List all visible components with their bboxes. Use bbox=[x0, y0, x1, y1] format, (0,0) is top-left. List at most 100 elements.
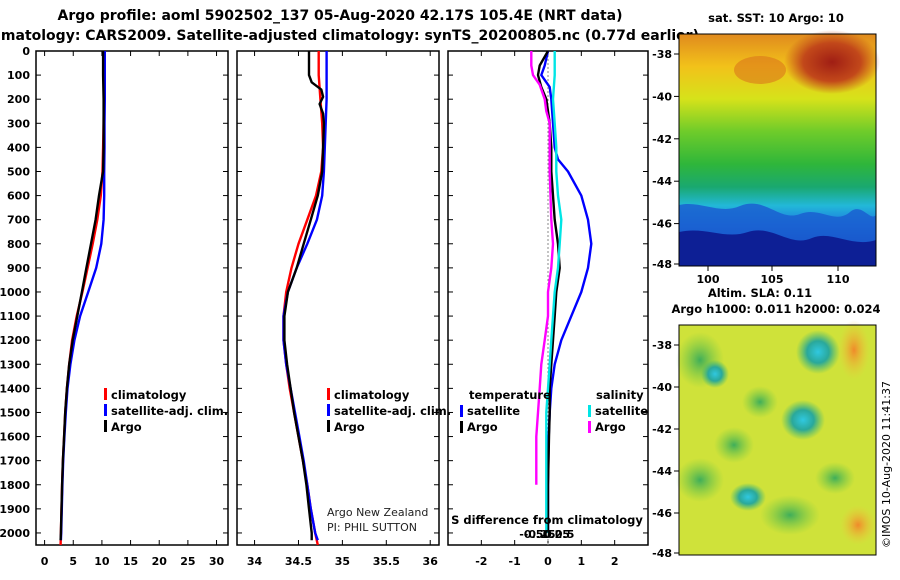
sst-map: sat. SST: 10 Argo: 10 -38 -40 -42 -44 -46 -48… bbox=[652, 11, 880, 286]
depth-tick-label: 1200 bbox=[0, 334, 30, 347]
sst-map-frame bbox=[678, 33, 877, 267]
salinity-legend: climatology satellite-adj. clim. Argo bbox=[327, 388, 451, 434]
sla-map-frame bbox=[678, 324, 877, 556]
difference-legend: temperature salinity satellite Argo sate… bbox=[460, 388, 648, 434]
legend-header-temperature: temperature bbox=[469, 388, 551, 402]
x-tick-label: 2 bbox=[611, 555, 619, 568]
legend-label-sal-argo: Argo bbox=[595, 420, 626, 434]
x-tick-label: 1 bbox=[578, 555, 586, 568]
legend-swatch-climatology bbox=[104, 388, 107, 400]
legend-swatch-climatology bbox=[327, 388, 330, 400]
series-line-climatology bbox=[59, 51, 106, 545]
depth-tick-label: 300 bbox=[7, 117, 30, 130]
x-tick-label: 30 bbox=[209, 555, 225, 568]
x-tick-label: 0 bbox=[41, 555, 49, 568]
x-tick-label: 35 bbox=[335, 555, 350, 568]
salinity-diff-tick-label: -0.25 bbox=[524, 528, 556, 541]
legend-swatch-sal-satellite bbox=[588, 405, 591, 417]
title-line-1: Argo profile: aoml 5902502_137 05-Aug-20… bbox=[58, 8, 623, 24]
depth-tick-label: 800 bbox=[7, 238, 30, 251]
sla-map-title-2: Argo h1000: 0.011 h2000: 0.024 bbox=[671, 302, 880, 316]
sst-warm-patch bbox=[734, 56, 786, 84]
depth-tick-label: 700 bbox=[7, 214, 30, 227]
lat-tick-label: -44 bbox=[652, 465, 672, 478]
lat-tick-label: -46 bbox=[652, 218, 672, 231]
lon-tick-label: 110 bbox=[827, 273, 850, 286]
legend-swatch-sal-argo bbox=[588, 421, 591, 433]
temperature-legend: climatology satellite-adj. clim. Argo bbox=[104, 388, 228, 434]
x-tick-label: -1 bbox=[509, 555, 521, 568]
legend-swatch-argo bbox=[104, 420, 107, 432]
series-line-satellite-adj-clim- bbox=[59, 51, 107, 541]
series-line-argo bbox=[59, 51, 105, 541]
sla-eddy bbox=[838, 320, 870, 380]
depth-tick-label: 200 bbox=[7, 93, 30, 106]
depth-tick-label: 400 bbox=[7, 141, 30, 154]
credit-pi: PI: PHIL SUTTON bbox=[327, 521, 417, 534]
depth-tick-label: 100 bbox=[7, 69, 30, 82]
legend-swatch-argo bbox=[327, 420, 330, 432]
depth-tick-label: 1600 bbox=[0, 431, 30, 444]
depth-tick-label: 500 bbox=[7, 165, 30, 178]
series-line-salinity-satellite bbox=[545, 51, 563, 533]
depth-tick-label: 900 bbox=[7, 262, 30, 275]
lat-tick-label: -40 bbox=[652, 90, 672, 103]
depth-tick-label: 2000 bbox=[0, 527, 30, 540]
sst-lon-ticks: 100 105 110 bbox=[697, 266, 850, 286]
sla-eddy bbox=[701, 360, 729, 388]
x-tick-label: 25 bbox=[180, 555, 195, 568]
salinity-diff-tick-label: 0.25 bbox=[543, 528, 570, 541]
series-line-salinity-argo bbox=[530, 51, 555, 485]
lat-tick-label: -44 bbox=[652, 175, 672, 188]
depth-tick-label: 1400 bbox=[0, 382, 30, 395]
sla-eddy bbox=[730, 483, 766, 511]
salinity-diff-tick-label: -0.5 bbox=[519, 528, 543, 541]
sla-eddy bbox=[760, 495, 820, 535]
x-tick-label: 20 bbox=[152, 555, 168, 568]
depth-axis: 0 100 200 300 400 500 600 700 800 900 1000 1100 1200… bbox=[0, 45, 648, 540]
lat-tick-label: -42 bbox=[652, 423, 672, 436]
lat-tick-label: -46 bbox=[652, 507, 672, 520]
sla-eddy bbox=[840, 505, 876, 545]
legend-swatch-satellite bbox=[104, 404, 107, 416]
depth-tick-label: 1800 bbox=[0, 479, 30, 492]
salinity-x-axis: 34 34.5 35 35.5 36 bbox=[247, 51, 438, 568]
depth-tick-label: 1900 bbox=[0, 503, 30, 516]
x-tick-label: 36 bbox=[423, 555, 439, 568]
sla-eddy bbox=[742, 386, 778, 418]
lon-tick-label: 100 bbox=[697, 273, 720, 286]
difference-axis-label: S difference from climatology bbox=[451, 513, 643, 527]
legend-swatch-satellite bbox=[327, 404, 330, 416]
depth-tick-label: 1000 bbox=[0, 286, 30, 299]
sst-map-title: sat. SST: 10 Argo: 10 bbox=[708, 11, 844, 25]
x-tick-label: 5 bbox=[69, 555, 77, 568]
x-tick-label: 0 bbox=[544, 555, 552, 568]
credit-institution: Argo New Zealand bbox=[327, 506, 428, 519]
title-line-2: Climatology: CARS2009. Satellite-adjuste… bbox=[0, 28, 699, 44]
lat-tick-label: -38 bbox=[652, 48, 672, 61]
legend-swatch-temp-satellite bbox=[460, 405, 463, 417]
sla-eddy bbox=[714, 427, 754, 463]
lat-tick-label: -40 bbox=[652, 381, 672, 394]
series-line-satellite-adj-clim- bbox=[282, 51, 328, 541]
salinity-series bbox=[282, 51, 328, 545]
x-tick-label: 34 bbox=[247, 555, 263, 568]
series-line-argo bbox=[283, 51, 326, 541]
temperature-series bbox=[59, 51, 107, 545]
x-tick-label: -2 bbox=[475, 555, 487, 568]
sla-eddy bbox=[781, 400, 825, 440]
temperature-panel-frame bbox=[35, 50, 229, 546]
lat-tick-label: -48 bbox=[652, 547, 672, 560]
salinity-panel-frame bbox=[236, 50, 440, 546]
sla-map-title-1: Altim. SLA: 0.11 bbox=[708, 286, 812, 300]
lat-tick-label: -48 bbox=[652, 258, 672, 271]
sla-lat-ticks: -38 -40 -42 -44 -46 -48 bbox=[652, 339, 679, 560]
legend-label-sal-satellite: satellite bbox=[595, 404, 648, 418]
legend-label-satellite: satellite-adj. clim. bbox=[111, 404, 228, 418]
sst-lat-ticks: -38 -40 -42 -44 -46 -48 bbox=[652, 48, 679, 271]
salinity-diff-tick-label: 0.5 bbox=[555, 528, 575, 541]
sla-map: Altim. SLA: 0.11 Argo h1000: 0.011 h2000… bbox=[652, 286, 880, 560]
x-tick-label: 35.5 bbox=[373, 555, 400, 568]
